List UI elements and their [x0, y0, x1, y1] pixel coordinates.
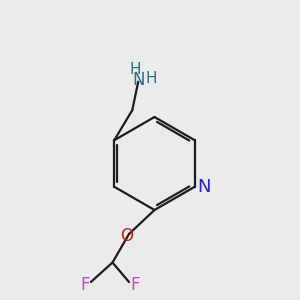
Text: F: F	[130, 276, 140, 294]
Text: O: O	[120, 227, 133, 245]
Text: H: H	[145, 71, 157, 86]
Text: N: N	[132, 71, 145, 89]
Text: N: N	[197, 178, 211, 196]
Text: H: H	[130, 62, 141, 76]
Text: F: F	[80, 276, 90, 294]
